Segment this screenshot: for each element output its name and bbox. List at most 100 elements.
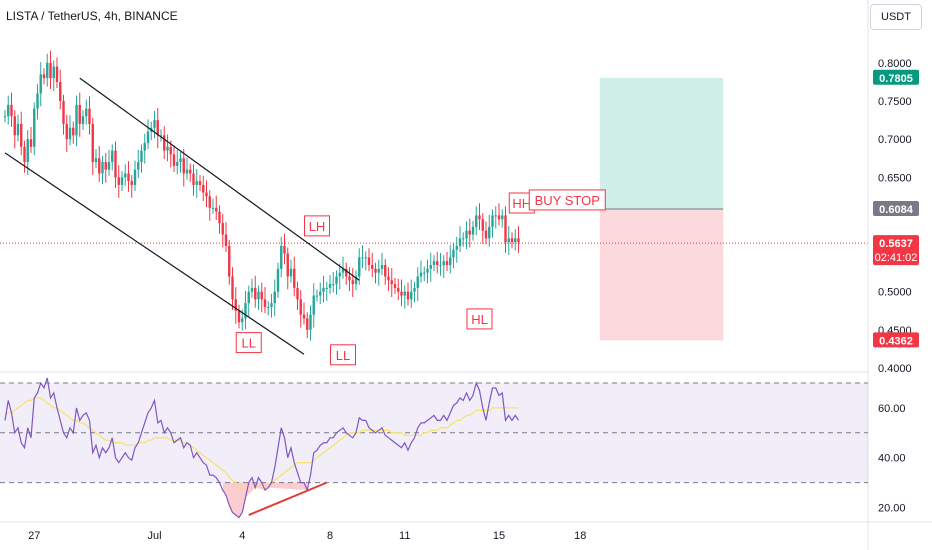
candle-body [514,238,517,243]
candle-body [23,146,26,163]
candle-body [481,219,484,231]
candle-body [462,238,465,240]
candle-body [55,66,59,82]
candle-body [221,223,224,235]
candle-body [332,284,335,286]
candle-body [130,181,133,185]
candle-body [267,306,270,308]
candle-body [410,291,413,300]
candle-body [104,162,107,170]
candle-body [120,177,124,185]
candle-body [39,74,42,94]
candle-body [146,131,150,143]
candle-body [364,257,367,259]
candle-body [413,287,416,292]
candle-body [497,215,501,220]
candle-body [49,62,52,79]
candle-body [101,162,104,174]
countdown-text: 02:41:02 [875,252,918,264]
candle-body [283,245,286,254]
candle-body [465,230,468,239]
candle-body [189,169,192,174]
candle-body [367,257,371,266]
candle-body [341,268,345,273]
target-zone [599,77,724,210]
candle-body [16,123,20,136]
price-label-text: 0.4362 [879,335,913,347]
candle-body [354,276,358,285]
candle-body [59,81,62,102]
candle-body [81,116,85,124]
candle-body [491,215,494,227]
candle-body [111,150,114,163]
candle-body [273,291,276,304]
candle-body [455,245,458,250]
candle-body [452,249,455,258]
candle-body [179,158,182,163]
candle-body [10,104,13,117]
candle-body [315,295,319,297]
annotation-label: LL [242,336,256,351]
candle-body [195,181,198,185]
candle-body [153,120,156,128]
candle-body [436,261,439,266]
candle-body [159,135,163,137]
candle-body [494,215,497,217]
currency-selector[interactable]: USDT [870,4,922,30]
rsi-tick-label: 60.00 [878,403,906,415]
candle-body [328,284,332,288]
candle-body [358,257,361,277]
candle-body [26,139,29,163]
candle-body [507,238,510,243]
candle-body [429,265,432,269]
candle-body [29,139,33,147]
annotation-label: BUY STOP [535,193,600,208]
candle-body [169,146,172,155]
chart-grid [0,0,869,550]
candle-body [442,261,445,266]
candle-body [202,184,205,193]
time-tick-label: 18 [574,530,586,542]
chart-title: LISTA / TetherUS, 4h, BINANCE [6,9,178,23]
rsi-tick-label: 20.00 [878,503,906,515]
candle-body [449,257,452,266]
candle-body [234,299,237,311]
candle-body [504,215,507,243]
candle-body [335,276,338,285]
candle-body [393,284,397,288]
candle-body [98,158,101,174]
annotation-label: HH [512,196,531,211]
price-label-text: 0.5637 [879,238,913,250]
candles [3,50,520,341]
candle-body [403,291,406,296]
candle-body [72,127,75,136]
time-tick-label: 8 [327,530,333,542]
candle-body [205,192,208,197]
candle-body [319,291,322,296]
candle-body [85,108,88,117]
drawings: LH LL LL HL HH BUY STOP [4,77,606,366]
candle-body [224,234,228,246]
candle-body [517,238,520,243]
candle-body [127,173,130,182]
candle-body [215,207,218,212]
channel-line [79,77,360,281]
candle-body [488,226,491,239]
candle-body [33,108,36,147]
candle-body [338,272,341,277]
time-tick-label: 4 [239,530,245,542]
candle-body [124,173,127,178]
annotation-box [528,189,606,211]
time-tick-label: 27 [28,530,40,542]
candle-body [501,215,504,220]
candle-body [432,261,436,266]
candle-body [458,238,462,246]
candle-body [46,62,49,79]
candle-body [309,314,312,330]
candle-body [133,169,137,185]
candle-body [296,287,299,300]
candle-body [380,265,384,269]
candle-body [468,230,471,235]
candle-body [42,74,46,79]
